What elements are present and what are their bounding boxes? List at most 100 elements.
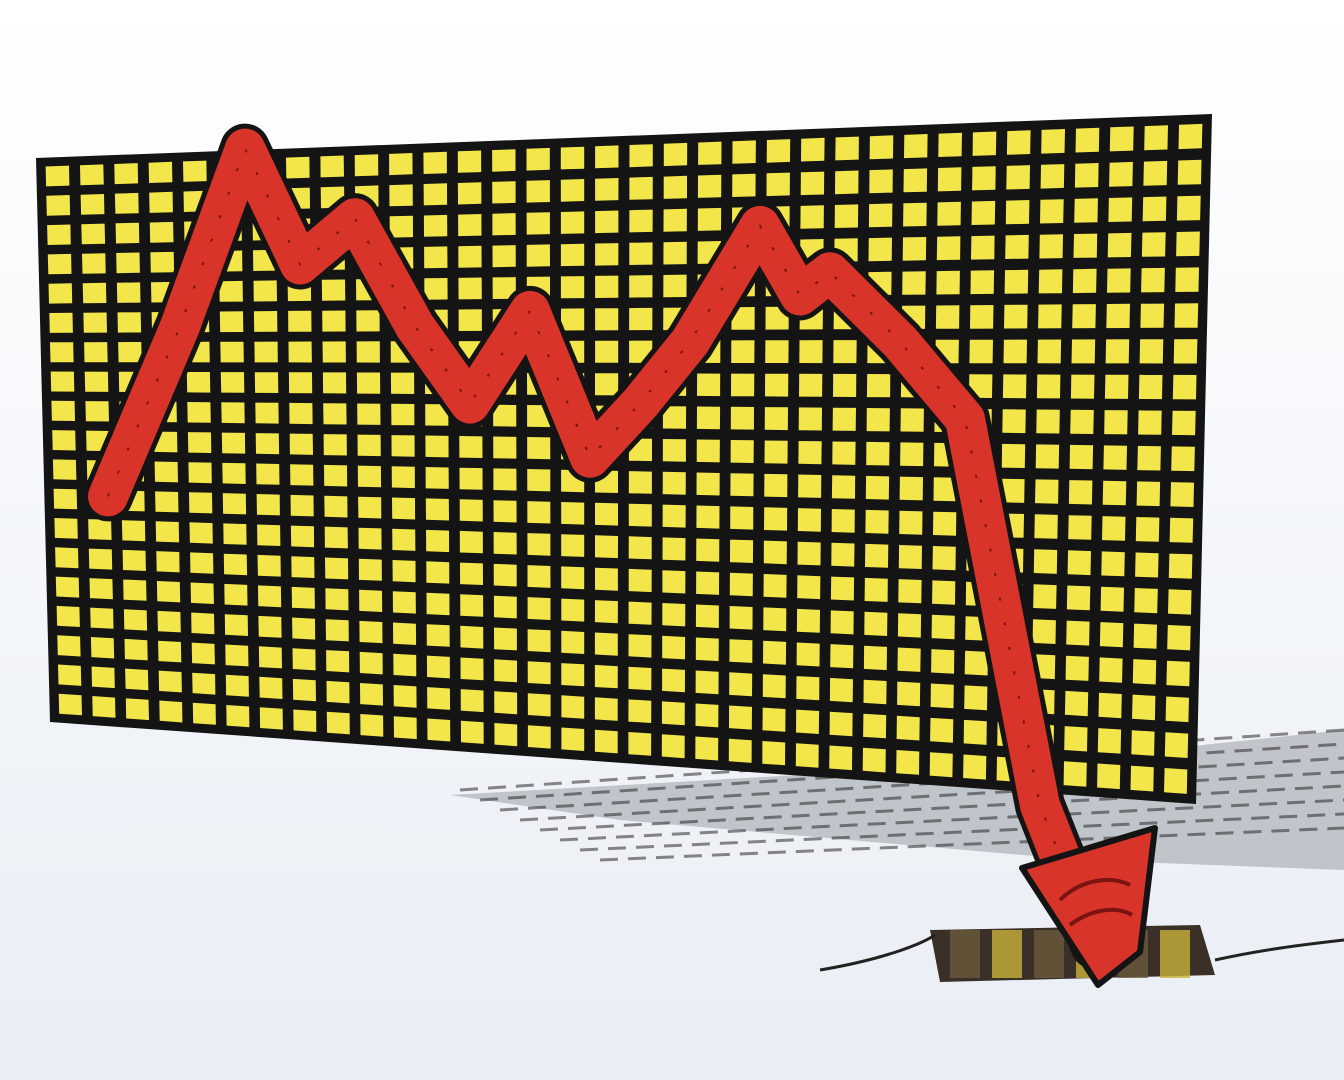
grid-cell — [729, 672, 753, 697]
grid-cell — [629, 176, 653, 200]
grid-cell — [1167, 625, 1191, 651]
grid-cell — [493, 595, 517, 619]
grid-cell — [1064, 690, 1089, 717]
grid-cell — [663, 241, 687, 265]
grid-cell — [358, 558, 382, 581]
grid-cell — [457, 182, 482, 205]
grid-cell — [82, 253, 106, 274]
grid-cell — [1131, 730, 1155, 756]
grid-cell — [902, 237, 927, 261]
grid-cell — [1005, 234, 1029, 259]
grid-cell — [696, 538, 720, 562]
grid-cell — [187, 402, 211, 423]
grid-cell — [629, 275, 653, 298]
grid-cell — [324, 464, 348, 487]
grid-cell — [897, 681, 921, 707]
grid-cell — [831, 509, 855, 533]
grid-cell — [1068, 480, 1093, 505]
grid-cell — [492, 277, 516, 299]
grid-cell — [1001, 478, 1025, 503]
grid-cell — [423, 151, 447, 174]
grid-cell — [729, 606, 753, 630]
grid-cell — [225, 644, 249, 667]
grid-cell — [357, 403, 381, 425]
grid-cell — [696, 571, 720, 595]
grid-cell — [795, 743, 819, 768]
grid-cell — [1006, 130, 1031, 155]
grid-cell — [628, 732, 652, 756]
grid-cell — [359, 589, 383, 612]
grid-cell — [459, 467, 483, 490]
grid-cell — [191, 642, 215, 665]
grid-cell — [426, 655, 450, 679]
shadow-stripe — [559, 798, 1344, 842]
grid-cell — [258, 585, 282, 608]
grid-cell — [1137, 445, 1161, 471]
grid-cell — [903, 202, 927, 227]
grid-cell — [765, 373, 789, 397]
grid-cell — [560, 276, 585, 299]
grid-cell — [937, 167, 962, 192]
grid-cell — [663, 175, 687, 199]
grid-cell — [390, 372, 415, 394]
grid-cell — [426, 592, 450, 616]
hole-slat — [992, 930, 1022, 978]
grid-cell — [527, 437, 551, 460]
grid-cell — [458, 214, 482, 237]
grid-cell — [763, 640, 787, 665]
grid-cell — [972, 131, 997, 156]
grid-cell — [663, 142, 688, 167]
grid-cell — [121, 520, 146, 542]
grid-cell — [526, 244, 550, 267]
grid-cell — [391, 466, 415, 489]
grid-cell — [426, 561, 450, 584]
grid-cell — [322, 372, 347, 394]
grid-cell — [595, 210, 619, 234]
grid-cell — [964, 650, 988, 676]
grid-cell — [732, 173, 756, 197]
grid-cell — [190, 582, 214, 604]
grid-cell — [796, 642, 820, 667]
grid-cell — [1174, 303, 1199, 328]
grid-cell — [762, 707, 786, 732]
grid-cell — [1067, 550, 1091, 576]
grid-cell — [1032, 619, 1056, 644]
grid-cell — [288, 372, 313, 394]
grid-cell — [697, 207, 722, 231]
grid-cell — [154, 461, 178, 483]
grid-cell — [257, 524, 281, 546]
grid-cell — [661, 734, 685, 759]
grid-cell — [389, 215, 413, 238]
grid-cell — [1097, 763, 1121, 790]
grid-cell — [219, 311, 244, 333]
grid-cell — [1138, 410, 1162, 435]
grid-cell — [866, 441, 890, 466]
grid-cell — [190, 552, 214, 574]
grid-cell — [392, 497, 416, 520]
grid-cell — [392, 528, 416, 551]
grid-cell — [829, 677, 853, 703]
grid-cell — [527, 597, 551, 620]
grid-cell — [1176, 231, 1200, 257]
grid-cell — [1105, 339, 1130, 364]
grid-cell — [359, 651, 383, 675]
grid-cell — [896, 715, 920, 741]
grid-cell — [695, 604, 719, 628]
hole-slat — [1034, 930, 1064, 978]
grid-cell — [1074, 163, 1099, 188]
grid-cell — [937, 201, 961, 226]
grid-cell — [1166, 660, 1190, 687]
grid-cell — [898, 545, 922, 569]
grid-cell — [220, 341, 244, 363]
grid-cell — [55, 547, 79, 569]
grid-cell — [223, 553, 248, 576]
grid-cell — [360, 714, 384, 737]
grid-cell — [830, 644, 854, 669]
grid-cell — [289, 433, 313, 455]
grid-cell — [594, 600, 618, 624]
grid-cell — [115, 222, 140, 244]
grid-cell — [224, 614, 248, 636]
grid-cell — [354, 154, 379, 177]
grid-cell — [831, 542, 855, 567]
grid-cell — [595, 340, 619, 363]
